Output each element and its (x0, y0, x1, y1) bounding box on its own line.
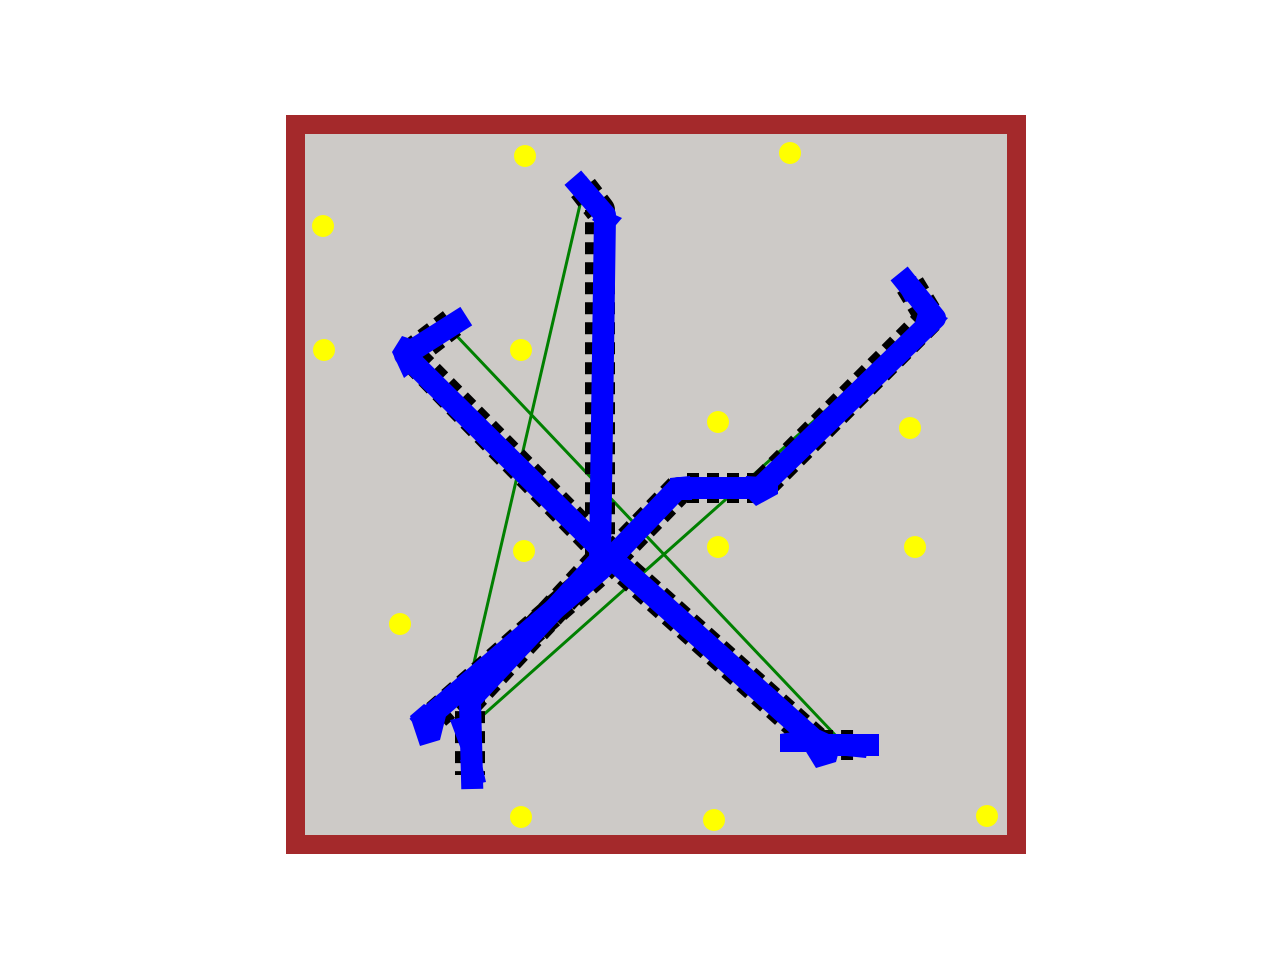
trace-blob (840, 738, 870, 758)
target-dot (312, 215, 334, 237)
trace-blob (392, 336, 422, 378)
trace-blob (450, 714, 480, 752)
trace-blob (410, 704, 446, 746)
trace-blob (780, 730, 806, 752)
trace-blob (670, 476, 692, 500)
target-dot (904, 536, 926, 558)
target-dot (513, 540, 535, 562)
trace-blob (573, 176, 604, 210)
trace-blob (914, 306, 948, 334)
trace-blob (460, 756, 486, 786)
target-dot (510, 339, 532, 361)
target-dot (703, 809, 725, 831)
planned-segment (468, 195, 584, 681)
trace-blob (896, 276, 922, 302)
arena (286, 115, 1026, 854)
trace-blob (800, 730, 842, 768)
trace-blob (592, 208, 622, 232)
target-dots (312, 142, 998, 831)
arena-floor (305, 134, 1007, 835)
target-dot (707, 411, 729, 433)
target-dot (779, 142, 801, 164)
target-dot (976, 805, 998, 827)
target-dot (514, 145, 536, 167)
robot-trace-blobs (392, 176, 948, 786)
target-dot (899, 417, 921, 439)
trace-blob (744, 476, 778, 506)
target-dot (510, 806, 532, 828)
target-dot (313, 339, 335, 361)
target-dot (389, 613, 411, 635)
target-dot (707, 536, 729, 558)
